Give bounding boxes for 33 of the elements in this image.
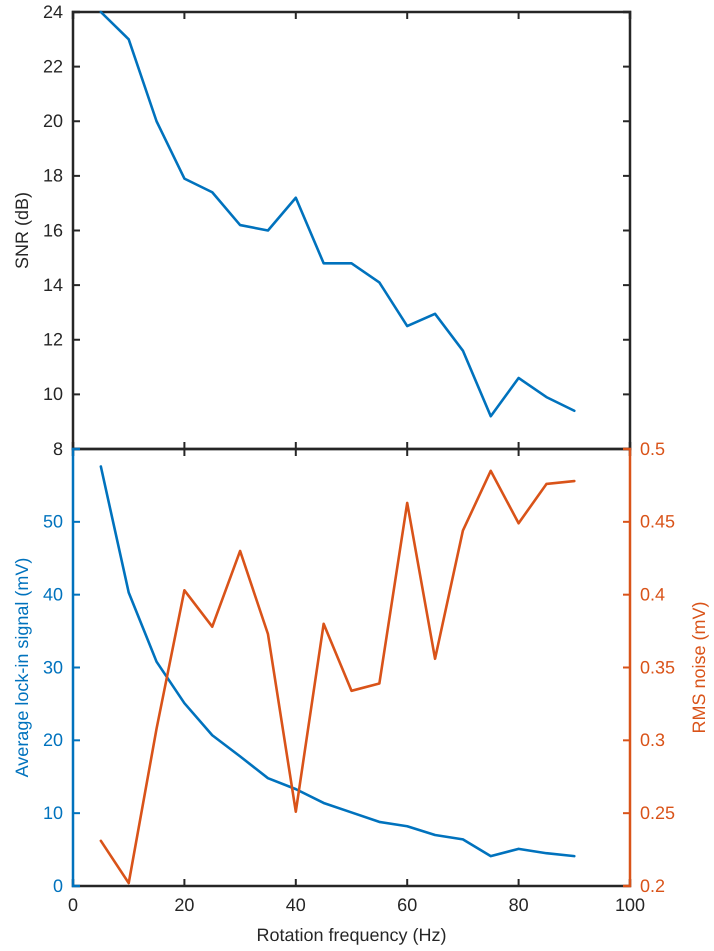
y2-tick-label: 0.2	[640, 876, 666, 896]
y-tick-label: 40	[42, 584, 63, 604]
line-series	[100, 10, 576, 418]
y-tick-label: 20	[42, 111, 63, 132]
x-tick-label: 80	[508, 894, 529, 915]
x-axis-title: Rotation frequency (Hz)	[256, 925, 447, 945]
x-tick-label: 100	[614, 894, 646, 915]
y2-tick-label: 0.25	[640, 802, 676, 823]
x-tick-label: 60	[397, 894, 418, 915]
x-tick-label: 0	[68, 894, 78, 915]
y-tick-label: 8	[52, 438, 63, 459]
y-tick-label: 10	[42, 802, 63, 823]
y-tick-label: 18	[42, 166, 63, 186]
y-tick-label: 12	[42, 330, 63, 350]
y-tick-label: 24	[42, 2, 63, 22]
y2-tick-label: 0.4	[640, 584, 666, 604]
y-tick-label: 50	[42, 512, 63, 532]
y-axis-title: Average lock-in signal (mV)	[12, 558, 32, 778]
y-tick-label: 10	[42, 384, 63, 404]
y2-tick-label: 0.35	[640, 657, 676, 678]
y-tick-label: 20	[42, 730, 63, 750]
y-tick-label: 30	[42, 657, 63, 678]
x-tick-label: 20	[174, 894, 194, 915]
y2-tick-label: 0.5	[640, 438, 666, 459]
x-tick-label: 40	[286, 894, 306, 915]
y-tick-label: 14	[42, 274, 63, 295]
y2-tick-label: 0.3	[640, 730, 666, 750]
y2-axis-title: RMS noise (mV)	[689, 601, 709, 734]
y2-tick-label: 0.45	[640, 512, 676, 532]
y-axis-title: SNR (dB)	[12, 192, 32, 270]
y-tick-label: 22	[42, 56, 63, 76]
y-tick-label: 0	[52, 876, 63, 896]
y-tick-label: 16	[42, 220, 63, 240]
